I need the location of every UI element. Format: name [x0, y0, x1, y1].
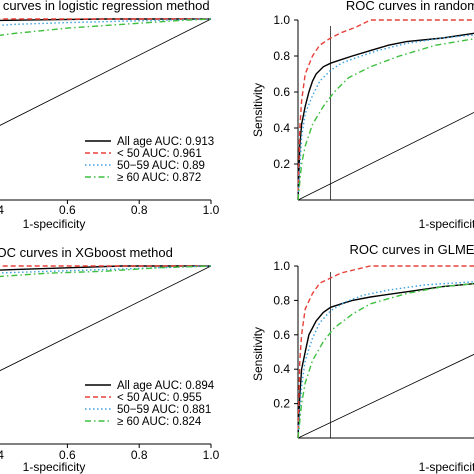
reference-diagonal — [297, 112, 474, 201]
panel-logistic-regression: ROC curves in logistic regression method… — [0, 0, 220, 231]
series-line-1 — [297, 265, 474, 439]
panel-title: ROC curves in logistic regression method — [0, 0, 210, 13]
x-tick-label: 1.0 — [203, 448, 220, 462]
series-line-0 — [0, 18, 211, 22]
series-line-0 — [297, 282, 474, 439]
panel-title: ROC curves in XGboost method — [0, 245, 173, 260]
y-tick-label: 0.2 — [273, 157, 290, 171]
x-tick-label: 0.8 — [131, 448, 148, 462]
series-line-3 — [0, 18, 212, 37]
plot-area: 1.0 0.8 0.6 0.4 0.2 — [273, 13, 474, 201]
reference-diagonal — [297, 353, 474, 439]
plot-area: 0.4 0.6 0.8 1.0 All age AUC: 0.894< 50 AUC: … — [0, 265, 220, 462]
x-tick-label: 0.4 — [0, 203, 4, 217]
panel-random: ROC curves in random 1.0 0.8 0.6 0.4 0.2 Sen… — [251, 0, 474, 231]
x-axis-label: 1-specificity — [23, 460, 86, 474]
series-line-3 — [297, 38, 474, 201]
x-axis-label: 1-specificity — [23, 217, 86, 231]
panel-title: ROC curves in GLME — [350, 242, 474, 257]
series-line-0 — [297, 32, 474, 201]
x-tick-label: 0.6 — [59, 203, 76, 217]
plot-area: 0.4 0.6 0.8 1.0 All age AUC: 0.913< 50 AUC: … — [0, 18, 220, 217]
x-tick-label: 0.4 — [0, 448, 4, 462]
x-tick-label: 0.8 — [131, 203, 148, 217]
legend-label: < 50 AUC: 0.961 — [117, 148, 202, 160]
series-line-2 — [0, 265, 212, 274]
panel-glme: ROC curves in GLME 1.0 0.8 0.6 0.4 0.2 Sensi… — [251, 242, 474, 474]
y-tick-label: 0.2 — [273, 397, 290, 411]
y-axis-label: Sensitivity — [251, 327, 265, 381]
y-tick-label: 0.4 — [273, 121, 290, 135]
legend-label: < 50 AUC: 0.955 — [117, 392, 202, 404]
y-tick-label: 0.6 — [273, 328, 290, 342]
series-line-0 — [0, 265, 211, 271]
plot-area: 1.0 0.8 0.6 0.4 0.2 — [273, 259, 474, 439]
series-line-1 — [0, 18, 211, 20]
x-axis-label: 1-specificity — [419, 217, 474, 231]
series-line-2 — [0, 18, 212, 27]
x-tick-label: 1.0 — [203, 203, 220, 217]
panel-title: ROC curves in random — [346, 0, 474, 13]
legend-label: All age AUC: 0.894 — [117, 380, 215, 392]
series-line-1 — [0, 265, 211, 267]
y-tick-label: 0.8 — [273, 49, 290, 63]
y-tick-label: 1.0 — [273, 259, 290, 273]
y-tick-label: 0.4 — [273, 362, 290, 376]
y-axis-label: Sensitivity — [251, 83, 265, 137]
series-line-2 — [297, 281, 474, 439]
y-tick-label: 0.8 — [273, 293, 290, 307]
legend-label: ≥ 60 AUC: 0.824 — [117, 416, 202, 428]
series-line-3 — [297, 282, 474, 439]
y-tick-label: 1.0 — [273, 13, 290, 27]
series-line-2 — [297, 34, 474, 201]
legend-label: 50−59 AUC: 0.881 — [117, 404, 211, 416]
y-tick-label: 0.6 — [273, 85, 290, 99]
reference-diagonal — [0, 18, 212, 126]
legend-label: All age AUC: 0.913 — [117, 136, 214, 148]
reference-diagonal — [0, 265, 212, 372]
legend-label: 50−59 AUC: 0.89 — [117, 160, 205, 172]
x-axis-label: 1-specificity — [419, 460, 474, 474]
series-line-3 — [0, 265, 212, 278]
panel-xgboost: ROC curves in XGboost method 0.4 0.6 0.8 1.… — [0, 245, 220, 474]
x-tick-label: 0.6 — [59, 448, 76, 462]
series-line-1 — [297, 19, 474, 201]
legend-label: ≥ 60 AUC: 0.872 — [117, 172, 201, 184]
